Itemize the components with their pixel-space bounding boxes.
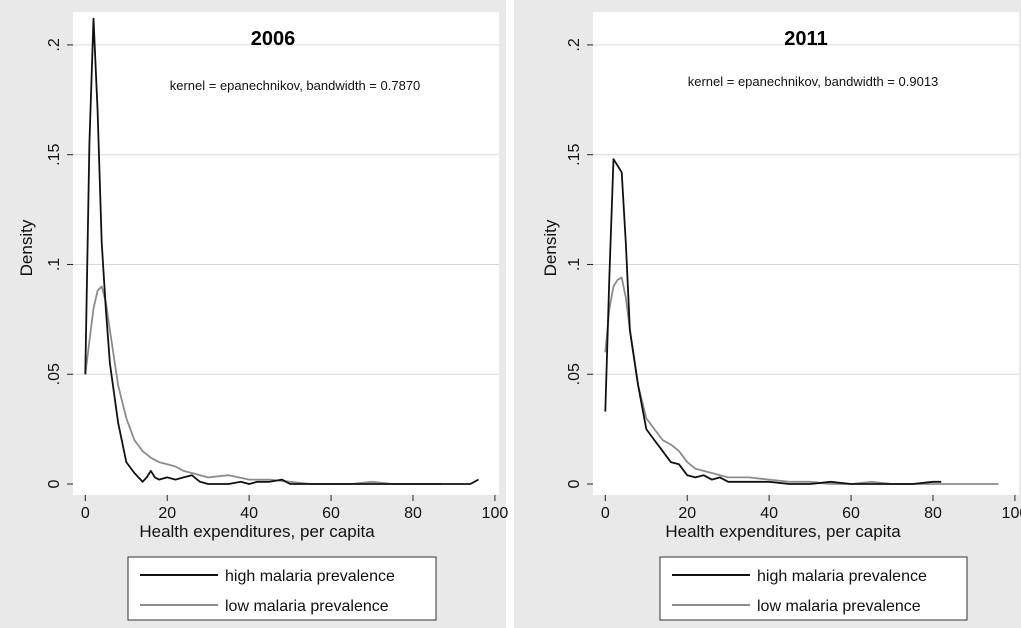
legend-label-low: low malaria prevalence xyxy=(225,598,389,615)
y-tick-label-2: .1 xyxy=(46,258,63,271)
plot-area xyxy=(73,12,499,495)
chart-title: 2011 xyxy=(784,28,827,50)
x-tick-label-0: 0 xyxy=(601,505,610,522)
y-tick-label-1: .05 xyxy=(46,363,63,385)
x-tick-label-1: 20 xyxy=(678,505,696,522)
chart-panel-2006: 0 .05 .1 .15 .2 0 20 40 60 80 100 2006 kernel = epan… xyxy=(0,0,508,628)
y-tick-label-1: .05 xyxy=(566,363,583,385)
x-tick-label-5: 100 xyxy=(482,505,509,522)
series-line-high-prevalence xyxy=(604,158,942,485)
x-tick-label-5: 100 xyxy=(1002,505,1021,522)
y-tick-label-0: 0 xyxy=(46,479,63,488)
x-tick-label-0: 0 xyxy=(81,505,90,522)
y-axis-title: Density xyxy=(17,219,36,276)
x-axis-title: Health expenditures, per capita xyxy=(139,522,375,541)
x-tick-label-4: 80 xyxy=(404,505,422,522)
legend-label-high: high malaria prevalence xyxy=(225,568,395,585)
y-tick-label-2: .1 xyxy=(566,258,583,271)
x-tick-label-2: 40 xyxy=(240,505,258,522)
y-tick-label-0: 0 xyxy=(566,479,583,488)
kernel-annotation: kernel = epanechnikov, bandwidth = 0.787… xyxy=(170,78,421,93)
x-tick-label-1: 20 xyxy=(158,505,176,522)
legend-label-low: low malaria prevalence xyxy=(757,598,921,615)
chart-panel-2011: 0 .05 .1 .15 .2 0 20 40 60 80 100 2011 kernel = epan… xyxy=(514,0,1021,628)
y-tick-label-3: .15 xyxy=(46,143,63,165)
x-tick-label-2: 40 xyxy=(760,505,778,522)
series-line-high-prevalence xyxy=(84,17,479,485)
x-tick-label-3: 60 xyxy=(322,505,340,522)
x-tick-label-3: 60 xyxy=(842,505,860,522)
legend-label-high: high malaria prevalence xyxy=(757,568,927,585)
plot-area xyxy=(593,12,1019,495)
kernel-annotation: kernel = epanechnikov, bandwidth = 0.901… xyxy=(688,74,939,89)
chart-title: 2006 xyxy=(251,28,296,50)
y-axis-title: Density xyxy=(541,219,560,276)
y-tick-label-4: .2 xyxy=(566,38,583,51)
x-axis-title: Health expenditures, per capita xyxy=(665,522,901,541)
legend-box xyxy=(659,556,968,621)
y-tick-label-4: .2 xyxy=(46,38,63,51)
y-tick-label-3: .15 xyxy=(566,143,583,165)
legend-box xyxy=(127,556,437,621)
x-tick-label-4: 80 xyxy=(924,505,942,522)
